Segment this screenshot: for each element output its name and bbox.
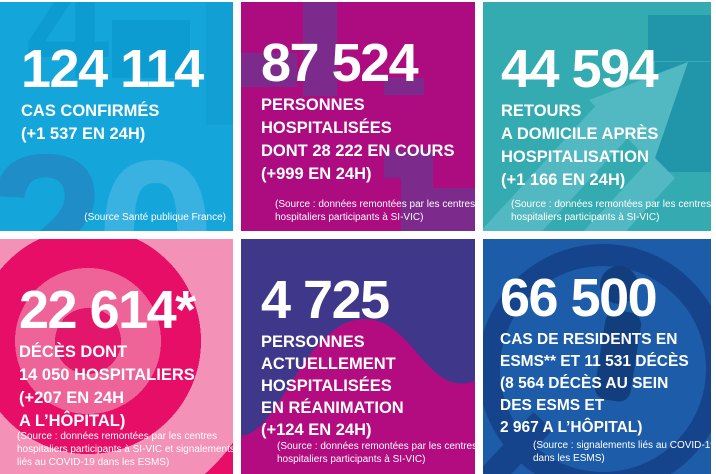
svg-text:2: 2 <box>0 109 106 231</box>
stat-tile-icu: 4 725 PERSONNES ACTUELLEMENT HOSPITALISÉ… <box>241 239 475 474</box>
stat-label: CAS DE RESIDENTS EN ESMS** ET 11 531 DÉC… <box>500 331 689 436</box>
watermark-digits-icon: 4 2 0 <box>0 2 233 231</box>
stat-source: (Source Santé publique France) <box>84 212 226 223</box>
stat-source: (Source : signalements liés au COVID-19 … <box>533 440 711 464</box>
stat-source: (Source : données remontées par les cent… <box>511 199 711 223</box>
stat-tile-esms: 66 500 CAS DE RESIDENTS EN ESMS** ET 11 … <box>483 239 711 474</box>
watermark-cross-icon <box>241 2 475 231</box>
watermark-curve-icon <box>241 318 475 474</box>
stat-tile-returns-home: 44 594 RETOURS A DOMICILE APRÈS HOSPITAL… <box>483 2 711 231</box>
stat-source: (Source : données remontées par les cent… <box>17 431 233 468</box>
stat-value: 66 500 <box>500 268 658 328</box>
svg-text:4: 4 <box>26 2 109 110</box>
stat-content: 66 500 CAS DE RESIDENTS EN ESMS** ET 11 … <box>483 239 711 439</box>
stat-tile-confirmed-cases: 4 2 0 124 114 CAS CONFIRMÉS (+1 537 EN 2… <box>0 2 233 231</box>
stat-content: 87 524 PERSONNES HOSPITALISÉES DONT 28 2… <box>241 2 475 186</box>
stat-tile-deaths: 22 614* DÉCÈS DONT 14 050 HOSPITALIERS (… <box>0 239 233 474</box>
stat-label: PERSONNES ACTUELLEMENT HOSPITALISÉES EN … <box>261 333 404 439</box>
watermark-arrow-icon <box>483 15 711 231</box>
stat-content: 4 725 PERSONNES ACTUELLEMENT HOSPITALISÉ… <box>241 239 475 441</box>
stat-value: 124 114 <box>21 39 204 99</box>
stat-value: 4 725 <box>261 270 390 330</box>
stat-value: 87 524 <box>261 33 419 93</box>
stat-content: 22 614* DÉCÈS DONT 14 050 HOSPITALIERS (… <box>0 239 233 433</box>
watermark-info-bubble-icon <box>483 244 711 474</box>
stat-value: 44 594 <box>501 39 659 99</box>
stat-source: (Source : données remontées par les cent… <box>275 199 475 223</box>
stat-label: PERSONNES HOSPITALISÉES DONT 28 222 EN C… <box>261 96 455 183</box>
stat-label: DÉCÈS DONT 14 050 HOSPITALIERS (+207 EN … <box>19 343 195 430</box>
stat-content: 44 594 RETOURS A DOMICILE APRÈS HOSPITAL… <box>483 2 711 192</box>
stat-label: CAS CONFIRMÉS (+1 537 EN 24H) <box>21 102 160 143</box>
stat-source: (Source : données remontées par les cent… <box>277 441 475 465</box>
svg-text:0: 0 <box>96 115 216 231</box>
stat-label: RETOURS A DOMICILE APRÈS HOSPITALISATION… <box>501 102 659 189</box>
stat-content: 124 114 CAS CONFIRMÉS (+1 537 EN 24H) <box>0 2 233 146</box>
stat-tile-hospitalized: 87 524 PERSONNES HOSPITALISÉES DONT 28 2… <box>241 2 475 231</box>
stat-value: 22 614* <box>19 280 196 340</box>
